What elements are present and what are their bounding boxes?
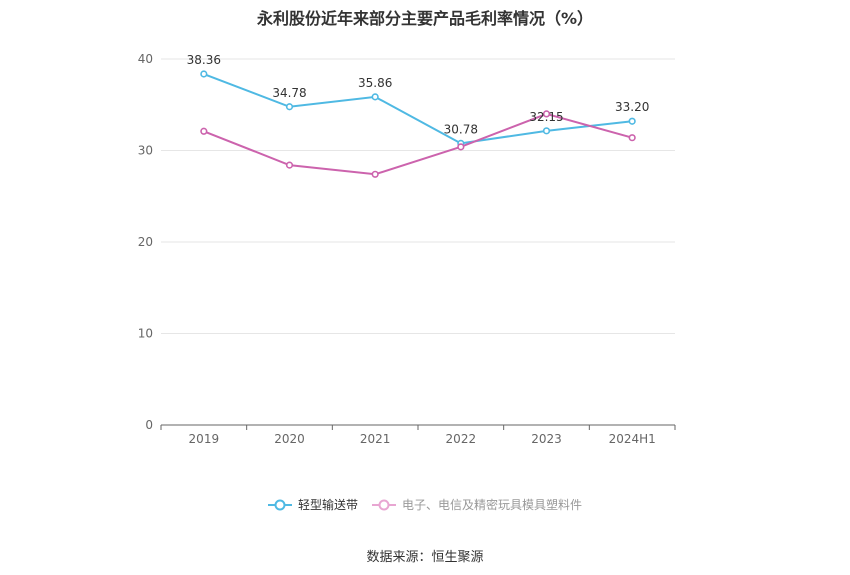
y-tick-30: 30: [138, 144, 153, 158]
y-tick-0: 0: [145, 418, 153, 432]
point-1-2021[interactable]: [371, 170, 379, 178]
y-tick-10: 10: [138, 327, 153, 341]
point-0-2019[interactable]: [200, 70, 208, 78]
data-label-2019: 38.36: [187, 53, 221, 67]
legend: 轻型输送带 电子、电信及精密玩具模具塑料件: [0, 497, 850, 513]
x-tick-2021: 2021: [360, 432, 391, 446]
series-line-0: [203, 73, 633, 145]
legend-label-plastic-parts: 电子、电信及精密玩具模具塑料件: [402, 498, 583, 512]
point-1-2020[interactable]: [285, 161, 294, 169]
chart-title: 永利股份近年来部分主要产品毛利率情况（%）: [256, 9, 594, 28]
point-1-2022[interactable]: [457, 143, 465, 151]
point-1-2023[interactable]: [542, 110, 551, 118]
data-label-2020: 34.78: [272, 86, 306, 100]
point-0-2023[interactable]: [542, 127, 551, 135]
data-label-2022: 30.78: [444, 122, 478, 136]
series-line-1: [203, 112, 633, 176]
x-tick-2024H1: 2024H1: [609, 432, 656, 446]
legend-marker-conveyor-belt: [267, 499, 292, 511]
x-tick-2022: 2022: [446, 432, 477, 446]
point-1-2019[interactable]: [200, 127, 208, 135]
point-0-2024H1[interactable]: [628, 117, 636, 125]
legend-marker-plastic-parts: [372, 499, 396, 511]
source-note: 数据来源：恒生聚源: [366, 550, 484, 565]
legend-item-plastic-parts[interactable]: 电子、电信及精密玩具模具塑料件: [372, 497, 582, 513]
data-label-2021: 35.86: [358, 76, 392, 90]
y-tick-20: 20: [138, 235, 153, 249]
legend-label-conveyor-belt: 轻型输送带: [297, 498, 358, 512]
point-0-2021[interactable]: [371, 93, 379, 101]
point-0-2020[interactable]: [285, 103, 294, 111]
data-label-2024H1: 33.20: [615, 100, 649, 114]
x-tick-2023: 2023: [531, 432, 562, 446]
x-tick-2020: 2020: [274, 432, 305, 446]
x-tick-2019: 2019: [189, 432, 220, 446]
legend-item-conveyor-belt[interactable]: 轻型输送带: [267, 497, 358, 513]
data-label-2023: 32.15: [529, 110, 563, 124]
point-1-2024H1[interactable]: [628, 134, 636, 142]
y-tick-40: 40: [138, 52, 153, 66]
